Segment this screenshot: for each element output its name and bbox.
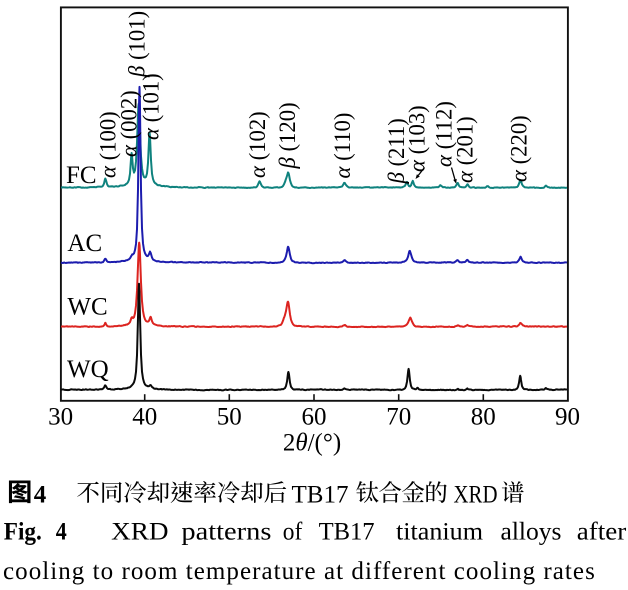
svg-text:α (201): α (201) — [452, 116, 477, 183]
svg-text:FC: FC — [66, 162, 97, 189]
svg-text:TB17: TB17 — [319, 519, 375, 546]
svg-text:β (101): β (101) — [124, 11, 149, 78]
svg-text:WQ: WQ — [67, 356, 109, 383]
svg-text:WC: WC — [67, 294, 107, 321]
svg-text:30: 30 — [48, 404, 73, 431]
svg-text:60: 60 — [302, 404, 327, 431]
svg-text:α (110): α (110) — [330, 113, 355, 179]
svg-text:α (103): α (103) — [404, 105, 429, 172]
svg-text:α (101): α (101) — [138, 73, 163, 140]
svg-text:AC: AC — [67, 230, 102, 257]
svg-text:after: after — [577, 519, 627, 546]
svg-text:α (102): α (102) — [245, 111, 270, 178]
svg-text:β (211): β (211) — [384, 118, 409, 184]
svg-text:80: 80 — [471, 404, 496, 431]
svg-text:α (002): α (002) — [116, 90, 141, 157]
svg-text:4: 4 — [34, 481, 47, 508]
svg-text:cooling to room temperature at: cooling to room temperature at different… — [3, 558, 596, 585]
svg-text:50: 50 — [217, 404, 242, 431]
svg-text:α (100): α (100) — [95, 111, 120, 178]
svg-text:patterns: patterns — [181, 519, 271, 546]
svg-text:2θ/(°): 2θ/(°) — [283, 430, 341, 457]
svg-text:TB17: TB17 — [292, 481, 349, 508]
svg-text:of: of — [283, 519, 303, 546]
svg-text:70: 70 — [386, 404, 411, 431]
svg-text:alloys: alloys — [501, 519, 562, 546]
svg-text:XRD: XRD — [454, 481, 498, 508]
svg-text:β (120): β (120) — [275, 102, 300, 169]
svg-text:α (112): α (112) — [431, 101, 456, 167]
svg-text:90: 90 — [555, 404, 580, 431]
svg-text:XRD: XRD — [111, 519, 168, 546]
svg-text:titanium: titanium — [396, 519, 484, 546]
svg-text:40: 40 — [132, 404, 157, 431]
svg-text:α (220): α (220) — [506, 115, 531, 182]
svg-text:Fig.: Fig. — [4, 519, 42, 546]
svg-text:4: 4 — [56, 519, 67, 546]
